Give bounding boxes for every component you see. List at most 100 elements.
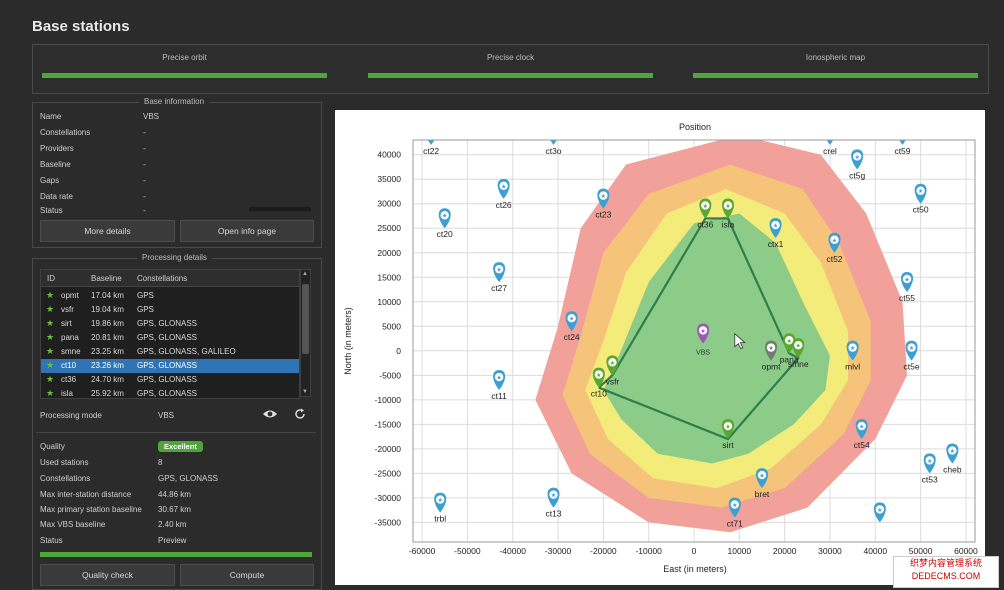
station-pin-ct13[interactable]: ★ <box>547 487 560 508</box>
step-ionospheric-map-progress <box>693 73 978 78</box>
scroll-up-icon[interactable]: ▲ <box>302 271 308 277</box>
gaps-label: Gaps <box>40 176 60 185</box>
svg-text:★: ★ <box>904 276 909 283</box>
page-title: Base stations <box>32 18 130 35</box>
station-pin-ctx1[interactable]: ★ <box>769 218 782 239</box>
refresh-icon[interactable] <box>294 408 306 420</box>
svg-text:★: ★ <box>950 448 955 455</box>
station-pin-ct26[interactable]: ★ <box>497 178 510 199</box>
row-constellations: GPS, GLONASS, GALILEO <box>137 347 236 356</box>
station-pin-ct53[interactable]: ★ <box>923 453 936 474</box>
svg-text:★: ★ <box>854 154 859 161</box>
open-info-page-button[interactable]: Open info page <box>180 220 314 242</box>
station-pin-ct71[interactable]: ★ <box>728 497 741 518</box>
station-pin-ct27[interactable]: ★ <box>493 262 506 283</box>
station-pin-crel[interactable]: ★ <box>824 125 836 145</box>
station-label-ct22: ct22 <box>423 146 439 156</box>
zone-green <box>603 213 830 464</box>
used-station-label-pana: pana <box>780 354 799 364</box>
station-pin-ct50[interactable]: ★ <box>914 183 927 204</box>
station-label-ct20: ct20 <box>437 229 453 239</box>
station-pin-mlvl[interactable]: ★ <box>846 340 859 361</box>
svg-text:★: ★ <box>551 129 556 136</box>
svg-text:★: ★ <box>496 267 501 274</box>
scrollbar-thumb[interactable] <box>302 284 309 354</box>
table-row[interactable]: ★ sirt 19.86 km GPS, GLONASS <box>41 317 299 331</box>
svg-text:★: ★ <box>569 316 574 323</box>
station-pin-ct23[interactable]: ★ <box>597 188 610 209</box>
table-row[interactable]: ★ pana 20.81 km GPS, GLONASS <box>41 331 299 345</box>
providers-value: - <box>143 144 146 153</box>
station-pin-bret[interactable]: ★ <box>755 468 768 489</box>
station-pin-ct_e[interactable]: ★ <box>873 502 886 523</box>
column-id[interactable]: ID <box>47 274 55 283</box>
station-pin-ct59[interactable]: ★ <box>896 125 908 145</box>
used-station-label-ct36: ct36 <box>697 219 713 229</box>
y-tick-label: 25000 <box>377 223 401 233</box>
more-details-button[interactable]: More details <box>40 220 175 242</box>
svg-text:★: ★ <box>725 424 730 431</box>
scroll-down-icon[interactable]: ▼ <box>302 389 308 395</box>
svg-text:★: ★ <box>703 203 708 210</box>
row-id: ct36 <box>61 375 77 384</box>
processing-details-legend: Processing details <box>137 253 212 262</box>
row-id: pana <box>61 333 79 342</box>
step-precise-orbit-progress <box>42 73 327 78</box>
table-row[interactable]: ★ opmt 17.04 km GPS <box>41 289 299 303</box>
plot-frame <box>412 139 976 543</box>
station-pin-ct52[interactable]: ★ <box>828 232 841 253</box>
station-pin-ct54[interactable]: ★ <box>855 419 868 440</box>
table-row-selected[interactable]: ★ ct10 23.26 km GPS, GLONASS <box>41 359 299 373</box>
step-ionospheric-map-label: Ionospheric map <box>805 53 866 62</box>
station-label-ct5g: ct5g <box>849 170 865 180</box>
star-icon: ★ <box>46 332 55 342</box>
station-pin-ct3o[interactable]: ★ <box>548 125 560 145</box>
y-tick-label: 20000 <box>377 248 401 258</box>
x-tick-label: 0 <box>692 546 697 556</box>
used-station-opmt[interactable]: ★ <box>765 340 778 361</box>
used-station-vsfr[interactable]: ★ <box>606 355 619 376</box>
compute-button[interactable]: Compute <box>180 564 314 586</box>
table-scrollbar[interactable]: ▲ ▼ <box>300 269 311 397</box>
status-value: - <box>143 206 146 215</box>
used-station-ct36[interactable]: ★ <box>699 198 712 219</box>
position-chart[interactable]: ★ ct22 ★ ct3o ★ crel ★ ct59 ★ ct5g ★ ct26 ★ ct23 ★ ct50… <box>335 110 985 585</box>
svg-text:★: ★ <box>827 129 832 136</box>
used-station-sirt[interactable]: ★ <box>721 419 734 440</box>
station-pin-ct5g[interactable]: ★ <box>851 149 864 170</box>
column-baseline[interactable]: Baseline <box>91 274 122 283</box>
row-baseline: 19.04 km <box>91 305 124 314</box>
column-constellations[interactable]: Constellations <box>137 274 188 283</box>
used-station-smne[interactable]: ★ <box>792 338 805 359</box>
used-station-isla[interactable]: ★ <box>721 198 734 219</box>
table-row[interactable]: ★ smne 23.25 km GPS, GLONASS, GALILEO <box>41 345 299 359</box>
y-tick-label: -10000 <box>375 395 402 405</box>
star-icon: ★ <box>46 304 55 314</box>
used-station-pana[interactable]: ★ <box>783 333 796 354</box>
station-pin-ct11[interactable]: ★ <box>493 370 506 391</box>
station-pin-ct55[interactable]: ★ <box>901 271 914 292</box>
quality-check-button[interactable]: Quality check <box>40 564 175 586</box>
station-pin-trbl[interactable]: ★ <box>434 492 447 513</box>
station-pin-ct5e[interactable]: ★ <box>905 340 918 361</box>
station-pin-cheb[interactable]: ★ <box>946 443 959 464</box>
row-id: opmt <box>61 291 79 300</box>
table-row[interactable]: ★ ct36 24.70 km GPS, GLONASS <box>41 373 299 387</box>
y-tick-label: 10000 <box>377 297 401 307</box>
station-label-ct71: ct71 <box>727 518 743 528</box>
vbs-marker[interactable]: ★ <box>697 323 710 344</box>
max-vbs-baseline-label: Max VBS baseline <box>40 520 106 529</box>
station-pin-ct22[interactable]: ★ <box>425 125 437 145</box>
baseline-label: Baseline <box>40 160 71 169</box>
y-tick-label: 5000 <box>382 321 401 331</box>
eye-icon[interactable] <box>262 408 278 420</box>
name-label: Name <box>40 112 62 121</box>
used-stations-label: Used stations <box>40 458 89 467</box>
svg-text:★: ★ <box>768 345 773 352</box>
row-baseline: 19.86 km <box>91 319 124 328</box>
station-pin-ct20[interactable]: ★ <box>438 208 451 229</box>
table-row[interactable]: ★ vsfr 19.04 km GPS <box>41 303 299 317</box>
table-row[interactable]: ★ isla 25.92 km GPS, GLONASS <box>41 387 299 398</box>
station-pin-ct24[interactable]: ★ <box>565 311 578 332</box>
used-station-ct10[interactable]: ★ <box>592 367 605 388</box>
